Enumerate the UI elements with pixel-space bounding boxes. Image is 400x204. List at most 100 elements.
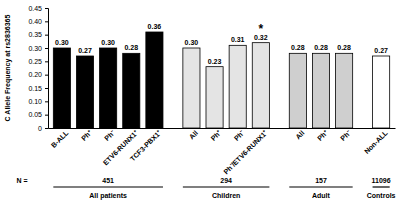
group-label: Controls <box>367 192 396 199</box>
x-tick: B-ALL <box>50 128 70 149</box>
group-line <box>289 186 352 187</box>
y-tick-label: 0.45 <box>28 5 42 12</box>
groups: 451All patients294Children157Adult11096C… <box>53 177 395 200</box>
y-tick-label: 0.30 <box>28 45 42 52</box>
data-label: 0.36 <box>148 23 162 30</box>
x-tick: Ph⁺ <box>316 128 329 142</box>
y-tick-mark <box>45 21 48 22</box>
x-tick: All <box>294 128 305 141</box>
group-line <box>53 186 163 187</box>
annotation: * <box>258 22 263 36</box>
bar <box>229 45 246 128</box>
n-label: N = <box>16 177 27 184</box>
group-n: 11096 <box>372 177 391 184</box>
group-n: 451 <box>102 177 114 184</box>
data-label: 0.27 <box>374 47 388 54</box>
x-tick-label: All <box>294 129 305 140</box>
y-tick: 0.45 <box>28 5 48 12</box>
x-tick: Ph⁻/ETV6-RUNX1⁺ <box>222 128 269 176</box>
data-label: 0.30 <box>101 39 115 46</box>
chart-container: 0 0.05 0.10 0.15 0.20 0.25 0.30 0.35 0.40 0.45 C A… <box>0 0 400 204</box>
x-tick-label: Ph⁺ <box>210 129 223 142</box>
bar <box>146 32 163 128</box>
y-tick-mark <box>45 101 48 102</box>
y-tick-label: 0.05 <box>28 111 42 118</box>
y-tick-label: 0.40 <box>28 18 42 25</box>
x-tick-label: Ph⁺ <box>80 129 93 142</box>
x-tick: All <box>188 128 199 141</box>
y-tick-label: 0.10 <box>28 98 42 105</box>
x-axis: B-ALLPh⁺Ph⁻ETV6-RUNX1⁺TCF3-PBX1⁺AllPh⁺Ph… <box>49 128 396 176</box>
bar <box>123 53 140 128</box>
x-tick-label: Non-ALL <box>363 129 389 155</box>
bar <box>183 48 200 128</box>
x-axis-line <box>49 128 396 129</box>
data-labels: 0.300.270.300.280.360.300.230.310.320.28… <box>55 23 388 65</box>
group-line <box>373 186 390 187</box>
bar <box>76 56 93 128</box>
x-tick: Ph⁻ <box>339 128 352 142</box>
bar <box>312 53 329 128</box>
y-tick: 0.40 <box>28 18 48 25</box>
data-label: 0.28 <box>124 44 138 51</box>
bar <box>252 43 269 128</box>
x-tick: Non-ALL <box>363 128 389 155</box>
x-tick-label: Ph⁺ <box>316 129 329 142</box>
y-tick: 0.15 <box>28 85 48 92</box>
x-tick-label: Ph⁻ <box>103 129 116 142</box>
y-tick: 0.35 <box>28 31 48 38</box>
y-tick: 0.30 <box>28 45 48 52</box>
y-tick-label: 0.20 <box>28 71 42 78</box>
y-axis: 0 0.05 0.10 0.15 0.20 0.25 0.30 0.35 0.40 0.45 <box>28 5 48 132</box>
y-tick-mark <box>45 88 48 89</box>
data-label: 0.31 <box>231 36 245 43</box>
data-label: 0.30 <box>55 39 69 46</box>
data-label: 0.28 <box>337 44 351 51</box>
y-tick-mark <box>45 75 48 76</box>
y-tick: 0 <box>38 125 48 132</box>
y-tick: 0.20 <box>28 71 48 78</box>
bar <box>336 53 353 128</box>
x-tick: TCF3-PBX1⁺ <box>129 128 163 163</box>
y-tick-mark <box>45 61 48 62</box>
data-label: 0.28 <box>291 44 305 51</box>
x-tick-label: Ph⁻ <box>339 129 352 142</box>
y-axis-line <box>45 9 49 129</box>
data-label: 0.23 <box>208 58 222 65</box>
bar <box>289 53 306 128</box>
y-tick-mark <box>45 128 48 129</box>
x-tick: Ph⁻ <box>103 128 116 142</box>
group-label: Children <box>212 192 240 199</box>
x-tick: Ph⁻ <box>233 128 246 142</box>
group-label: All patients <box>89 192 127 200</box>
data-label: 0.30 <box>185 39 199 46</box>
bars <box>53 32 389 128</box>
x-tick-label: Ph⁻/ETV6-RUNX1⁺ <box>222 129 269 176</box>
y-tick-label: 0.15 <box>28 85 42 92</box>
x-tick: Ph⁺ <box>80 128 93 142</box>
x-tick-label: TCF3-PBX1⁺ <box>129 129 163 163</box>
bar <box>100 48 117 128</box>
y-tick-label: 0.35 <box>28 31 42 38</box>
x-tick-label: B-ALL <box>50 129 70 149</box>
y-tick-label: 0.25 <box>28 58 42 65</box>
bar <box>53 48 70 128</box>
x-tick: Ph⁺ <box>210 128 223 142</box>
y-tick-mark <box>45 115 48 116</box>
y-tick-mark <box>45 8 48 9</box>
data-label: 0.28 <box>314 44 328 51</box>
chart-svg: 0 0.05 0.10 0.15 0.20 0.25 0.30 0.35 0.40 0.45 C A… <box>0 0 400 204</box>
y-tick: 0.10 <box>28 98 48 105</box>
x-tick-label: All <box>188 129 199 140</box>
y-tick-label: 0 <box>38 125 42 132</box>
group-n: 157 <box>315 177 327 184</box>
y-tick-mark <box>45 48 48 49</box>
group-line <box>183 186 270 187</box>
group-label: Adult <box>312 192 331 199</box>
bar <box>373 56 390 128</box>
annotations: * <box>258 22 263 36</box>
x-tick-label: Ph⁻ <box>233 129 246 142</box>
y-axis-title: C Allele Frequency at rs2836365 <box>4 15 12 122</box>
bar <box>206 67 223 128</box>
y-tick: 0.25 <box>28 58 48 65</box>
